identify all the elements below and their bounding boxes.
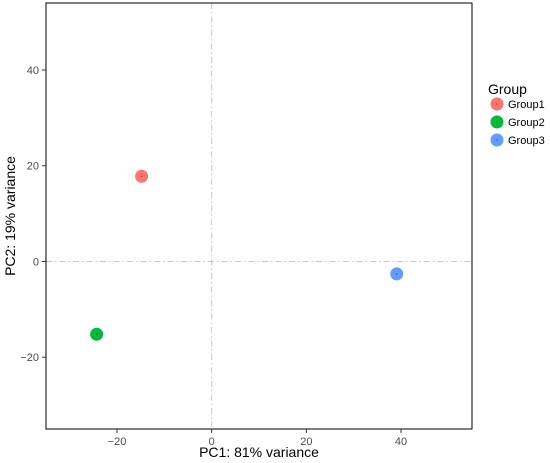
- x-tick-label: 20: [300, 436, 312, 448]
- legend: Group Group1 Group2 Group3: [488, 81, 545, 147]
- y-axis-ticks: −20 0 20 40: [20, 65, 46, 364]
- data-point-center: [395, 273, 398, 275]
- plot-panel-border: [45, 2, 473, 430]
- legend-items: Group1 Group2 Group3: [490, 97, 545, 147]
- legend-label: Group3: [508, 135, 545, 147]
- data-point-center: [140, 175, 143, 178]
- x-tick-label: 40: [395, 436, 407, 448]
- y-tick-label: 20: [27, 161, 39, 173]
- y-tick-label: 0: [33, 256, 39, 268]
- legend-key-center: [496, 121, 498, 123]
- legend-label: Group2: [508, 117, 545, 129]
- data-points: [90, 169, 404, 341]
- legend-label: Group1: [508, 99, 545, 111]
- y-tick-label: 40: [27, 65, 39, 77]
- x-tick-label: 0: [209, 436, 215, 448]
- data-point-center: [95, 333, 98, 336]
- y-axis-title: PC2: 19% variance: [2, 156, 18, 276]
- legend-key-center: [496, 139, 498, 141]
- x-axis-title: PC1: 81% variance: [199, 444, 319, 460]
- legend-key-center: [496, 103, 498, 105]
- reference-lines: [46, 3, 472, 429]
- x-axis-ticks: −20 0 20 40: [108, 429, 407, 448]
- y-tick-label: −20: [20, 352, 39, 364]
- x-tick-label: −20: [108, 436, 127, 448]
- legend-title: Group: [488, 81, 527, 97]
